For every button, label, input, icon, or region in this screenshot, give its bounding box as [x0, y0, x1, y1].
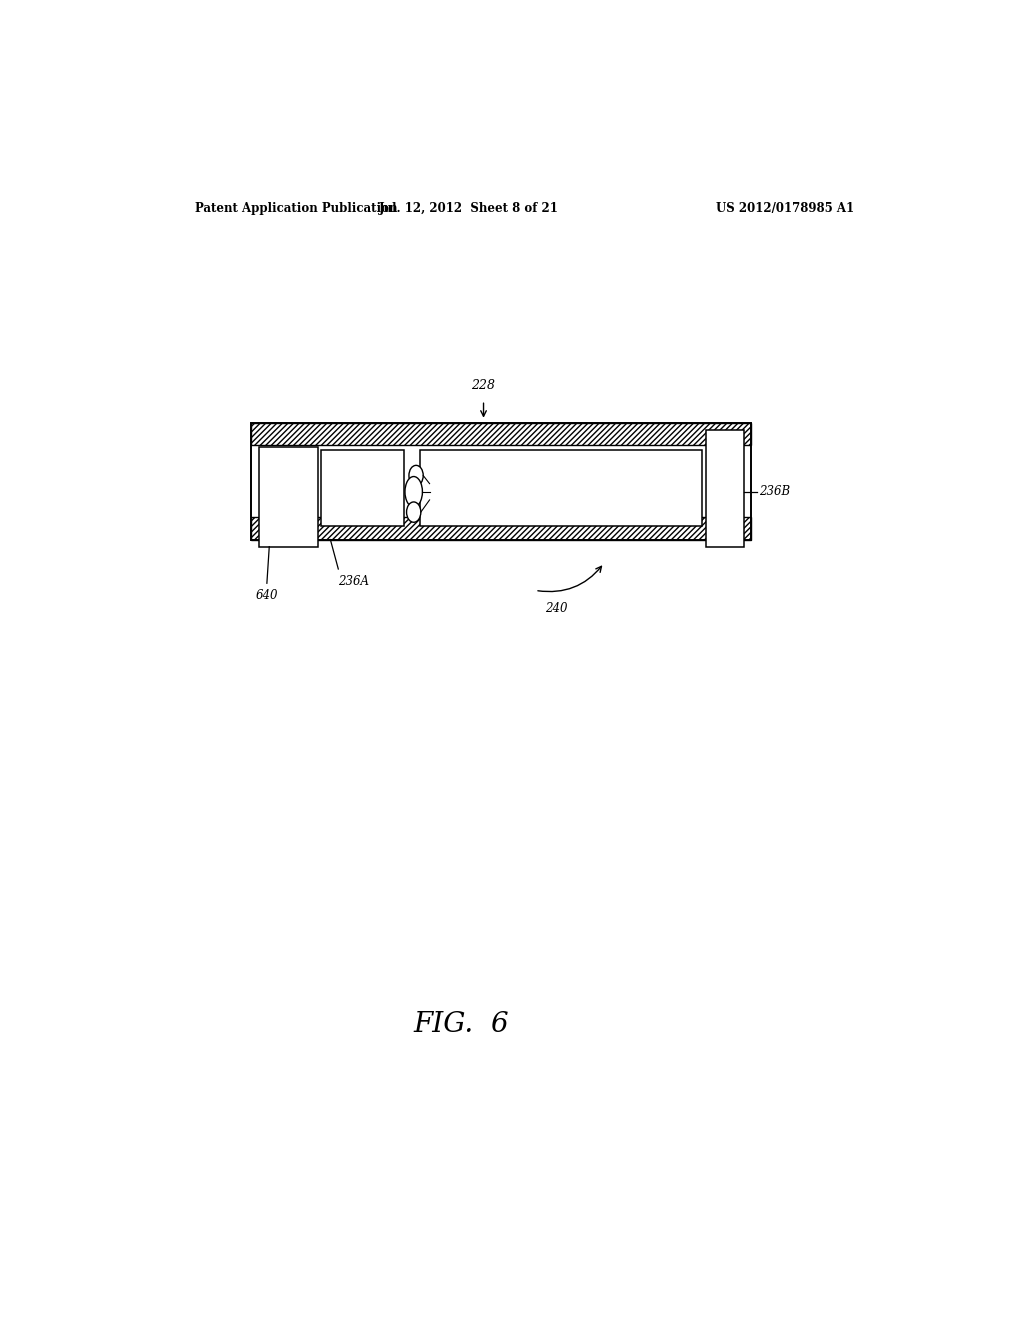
Text: 228: 228	[471, 379, 496, 392]
Ellipse shape	[404, 477, 423, 507]
Text: FIG.  6: FIG. 6	[414, 1011, 509, 1038]
Text: 236B: 236B	[759, 486, 791, 498]
Bar	[251, 422, 751, 540]
Bar	[321, 450, 404, 527]
Text: 264: 264	[433, 486, 456, 498]
Bar	[706, 430, 743, 546]
Text: 640: 640	[256, 589, 279, 602]
Text: US 2012/0178985 A1: US 2012/0178985 A1	[716, 202, 854, 215]
Text: Patent Application Publication: Patent Application Publication	[196, 202, 398, 215]
Text: 234: 234	[556, 482, 581, 495]
Bar	[259, 447, 318, 546]
Bar	[251, 517, 751, 540]
Ellipse shape	[407, 502, 421, 523]
Text: Jul. 12, 2012  Sheet 8 of 21: Jul. 12, 2012 Sheet 8 of 21	[379, 202, 559, 215]
Ellipse shape	[409, 466, 423, 486]
Text: 236A: 236A	[338, 576, 370, 589]
Bar	[420, 450, 701, 527]
Text: 240: 240	[545, 602, 567, 615]
Bar	[251, 422, 751, 445]
